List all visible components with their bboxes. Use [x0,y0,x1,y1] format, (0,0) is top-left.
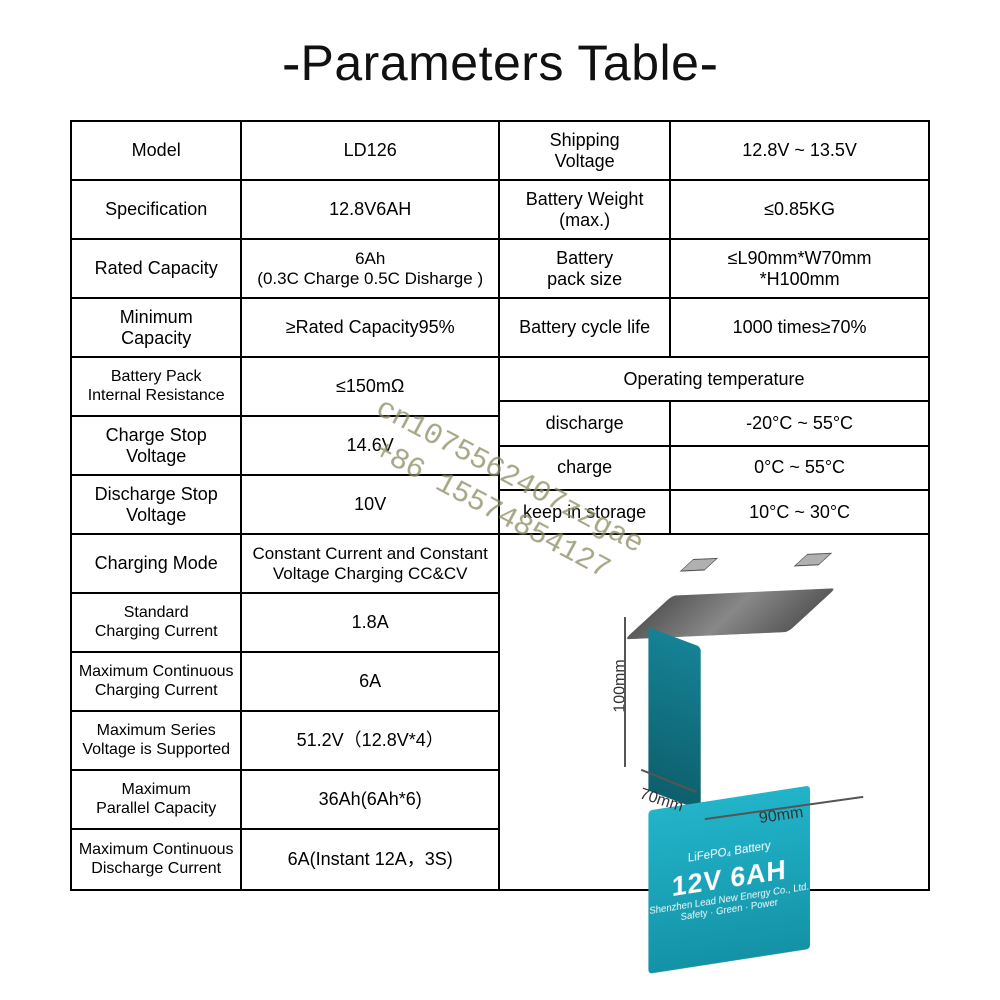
row-label: Model [72,122,242,179]
row-value: 10V [242,476,498,533]
table-row: Discharge Stop Voltage10V [72,476,500,535]
row-value: 6Ah (0.3C Charge 0.5C Disharge ) [242,240,498,297]
row-value: 51.2V（12.8V*4） [242,712,498,769]
row-label: Battery Weight (max.) [500,181,671,238]
temp-header-row: Operating temperature [500,358,928,402]
table-left-column: ModelLD126Specification12.8V6AHRated Cap… [72,122,500,889]
dim-height: 100mm [612,659,630,712]
table-row: Battery cycle life1000 times≥70% [500,299,928,358]
row-label: Specification [72,181,242,238]
table-row: ModelLD126 [72,122,500,181]
table-row: discharge-20°C ~ 55°C [500,402,928,446]
row-label: Maximum Parallel Capacity [72,771,242,828]
row-value: 6A [242,653,498,710]
row-label: Maximum Continuous Charging Current [72,653,242,710]
table-row: Minimum Capacity≥Rated Capacity95% [72,299,500,358]
row-value: 12.8V ~ 13.5V [671,122,928,179]
row-value: 1000 times≥70% [671,299,928,356]
table-row: Shipping Voltage12.8V ~ 13.5V [500,122,928,181]
table-row: Rated Capacity6Ah (0.3C Charge 0.5C Dish… [72,240,500,299]
row-label: Minimum Capacity [72,299,242,356]
row-value: 14.6V [242,417,498,474]
row-label: Shipping Voltage [500,122,671,179]
table-row: Maximum Continuous Discharge Current6A(I… [72,830,500,889]
temp-header: Operating temperature [500,358,928,400]
table-row: keep in storage10°C ~ 30°C [500,491,928,535]
row-value: 12.8V6AH [242,181,498,238]
page-title: - Parameters Table - [70,30,930,95]
row-value: ≤0.85KG [671,181,928,238]
battery-3d: LiFePO₄ Battery 12V 6AH Shenzhen Lead Ne… [648,589,819,765]
table-row: Battery pack size≤L90mm*W70mm *H100mm [500,240,928,299]
row-value: Constant Current and Constant Voltage Ch… [242,535,498,592]
row-value: ≥Rated Capacity95% [242,299,498,356]
row-label: charge [500,447,671,489]
table-row: Maximum Series Voltage is Supported51.2V… [72,712,500,771]
table-right-column: Shipping Voltage12.8V ~ 13.5VBattery Wei… [500,122,928,889]
row-value: ≤L90mm*W70mm *H100mm [671,240,928,297]
row-label: Rated Capacity [72,240,242,297]
row-label: Battery cycle life [500,299,671,356]
table-row: Charging ModeConstant Current and Consta… [72,535,500,594]
row-label: keep in storage [500,491,671,533]
row-value: 6A(Instant 12A，3S) [242,830,498,889]
table-row: charge0°C ~ 55°C [500,447,928,491]
table-row: Maximum Continuous Charging Current6A [72,653,500,712]
row-value: 1.8A [242,594,498,651]
table-row: Standard Charging Current1.8A [72,594,500,653]
row-label: Battery pack size [500,240,671,297]
table-row: Maximum Parallel Capacity36Ah(6Ah*6) [72,771,500,830]
table-row: Battery Pack Internal Resistance≤150mΩ [72,358,500,417]
row-value: 10°C ~ 30°C [671,491,928,533]
row-value: -20°C ~ 55°C [671,402,928,444]
parameters-table: ModelLD126Specification12.8V6AHRated Cap… [70,120,930,891]
dash-right: - [699,30,718,95]
row-label: Charging Mode [72,535,242,592]
row-label: discharge [500,402,671,444]
row-label: Maximum Series Voltage is Supported [72,712,242,769]
row-value: LD126 [242,122,498,179]
table-row: Specification12.8V6AH [72,181,500,240]
row-label: Discharge Stop Voltage [72,476,242,533]
row-value: 0°C ~ 55°C [671,447,928,489]
table-row: Charge Stop Voltage14.6V [72,417,500,476]
row-label: Standard Charging Current [72,594,242,651]
table-row: Battery Weight (max.)≤0.85KG [500,181,928,240]
battery-image: LiFePO₄ Battery 12V 6AH Shenzhen Lead Ne… [500,535,928,889]
row-label: Maximum Continuous Discharge Current [72,830,242,889]
title-text: Parameters Table [301,34,700,92]
row-value: ≤150mΩ [242,358,498,415]
row-value: 36Ah(6Ah*6) [242,771,498,828]
dash-left: - [282,30,301,95]
row-label: Charge Stop Voltage [72,417,242,474]
row-label: Battery Pack Internal Resistance [72,358,242,415]
